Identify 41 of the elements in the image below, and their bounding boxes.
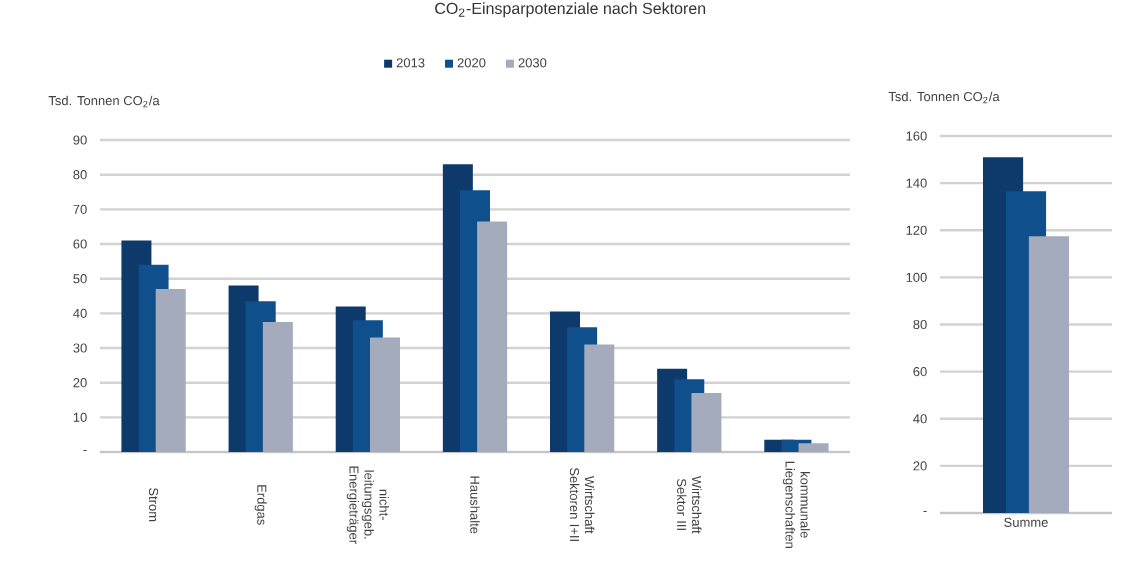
bar — [691, 393, 722, 452]
y-tick-label: 100 — [906, 272, 927, 282]
x-tick-label: Wirtschaft Sektoren I+II — [569, 467, 595, 541]
x-tick-label: kommunale Liegenschaften — [782, 461, 810, 548]
y-tick-label: 20 — [73, 378, 87, 388]
bar — [370, 337, 400, 452]
y-tick-label: 70 — [73, 204, 87, 214]
y-tick-label: 40 — [913, 414, 927, 424]
x-tick-label: nicht-leitungsgeb. Energieträger — [346, 466, 389, 544]
x-tick-label: Erdgas — [254, 485, 267, 525]
y-tick-label: 160 — [906, 131, 927, 141]
y-tick-label: 90 — [73, 135, 87, 145]
bar — [262, 322, 293, 452]
bar — [584, 344, 615, 452]
y-tick-label: 10 — [73, 412, 87, 422]
bar — [477, 221, 508, 452]
y-axis-title: Tsd. Tonnen CO$_{2}$/a — [888, 91, 1000, 104]
y-tick-label: 60 — [913, 367, 927, 377]
y-axis-title: Tsd. Tonnen CO$_{2}$/a — [48, 95, 160, 108]
bar — [155, 289, 186, 452]
y-tick-label: - — [83, 450, 87, 452]
bar — [1028, 236, 1069, 513]
y-tick-label: 20 — [913, 461, 927, 471]
legend-label: 2013 — [396, 58, 425, 68]
chart-title: CO$_{2}$-Einsparpotenziale nach Sektoren — [435, 2, 706, 18]
y-tick-label: 40 — [73, 308, 87, 318]
x-tick-label: Wirtschaft Sektor III — [677, 475, 702, 534]
y-tick-label: 30 — [73, 343, 87, 353]
x-tick-label: Haushalte — [470, 476, 480, 534]
legend-label: 2020 — [457, 58, 486, 68]
y-tick-label: 80 — [73, 170, 87, 180]
y-tick-label: 50 — [73, 274, 87, 284]
y-tick-label: 120 — [906, 225, 927, 235]
y-tick-label: 140 — [906, 178, 927, 188]
y-tick-label: 60 — [73, 239, 87, 249]
y-tick-label: 80 — [913, 319, 927, 330]
legend-label: 2030 — [518, 58, 547, 68]
y-tick-label: - — [923, 511, 927, 513]
x-tick-label: Strom — [148, 487, 159, 522]
bar — [798, 443, 829, 452]
x-tick-label: Summe — [1004, 517, 1048, 527]
